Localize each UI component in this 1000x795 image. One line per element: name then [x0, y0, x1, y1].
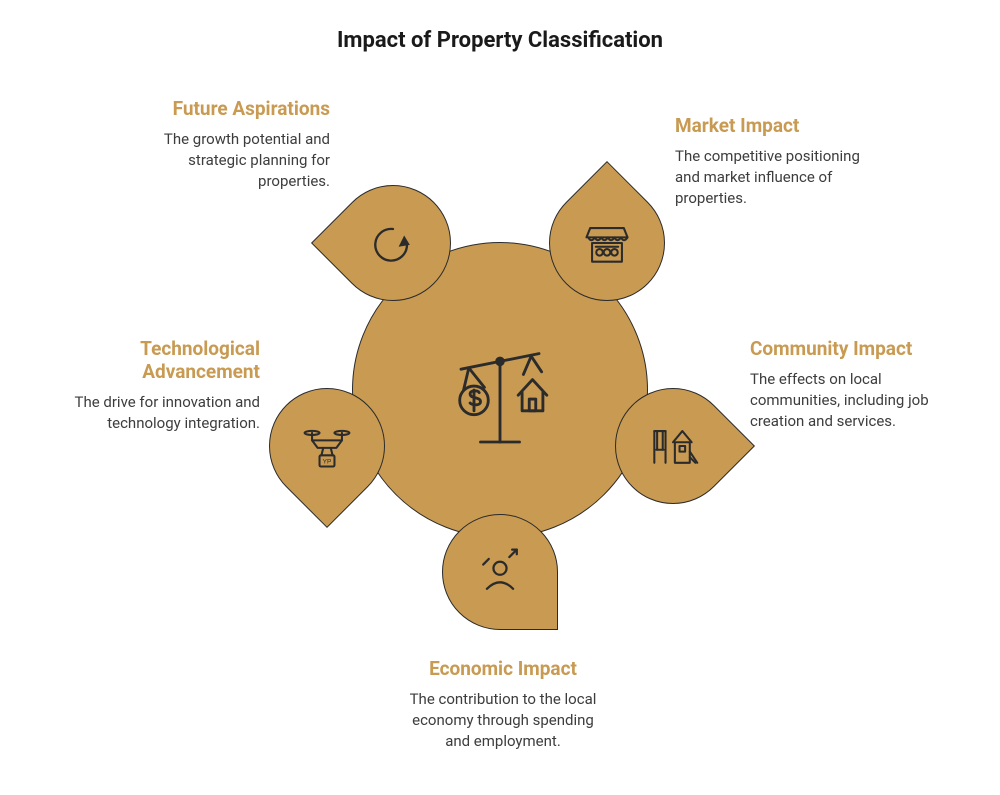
- label-title: Future Aspirations: [130, 98, 330, 121]
- label-title: Market Impact: [675, 115, 885, 138]
- person-growth-icon: [472, 544, 528, 600]
- diagram-title: Impact of Property Classification: [0, 28, 1000, 53]
- storefront-icon: [579, 215, 635, 271]
- label-title: Technological Advancement: [60, 338, 260, 384]
- label-title: Community Impact: [750, 338, 945, 361]
- petal-market: [549, 185, 665, 301]
- refresh-arrow-icon: [365, 215, 421, 271]
- label-desc: The competitive positioning and market i…: [675, 146, 885, 209]
- label-economic: Economic Impact The contribution to the …: [398, 658, 608, 752]
- label-market: Market Impact The competitive positionin…: [675, 115, 885, 209]
- label-desc: The effects on local communities, includ…: [750, 369, 945, 432]
- label-tech: Technological Advancement The drive for …: [60, 338, 260, 434]
- drone-icon: YP: [299, 418, 355, 474]
- label-desc: The contribution to the local economy th…: [398, 689, 608, 752]
- label-desc: The growth potential and strategic plann…: [130, 129, 330, 192]
- playground-icon: [645, 418, 701, 474]
- scale-house-dollar-icon: [435, 325, 565, 455]
- petal-community: [615, 388, 731, 504]
- petal-future: [335, 185, 451, 301]
- label-desc: The drive for innovation and technology …: [60, 392, 260, 434]
- petal-economic: [442, 514, 558, 630]
- label-title: Economic Impact: [398, 658, 608, 681]
- label-future: Future Aspirations The growth potential …: [130, 98, 330, 192]
- petal-tech: YP: [269, 388, 385, 504]
- svg-text:YP: YP: [323, 459, 332, 466]
- label-community: Community Impact The effects on local co…: [750, 338, 945, 432]
